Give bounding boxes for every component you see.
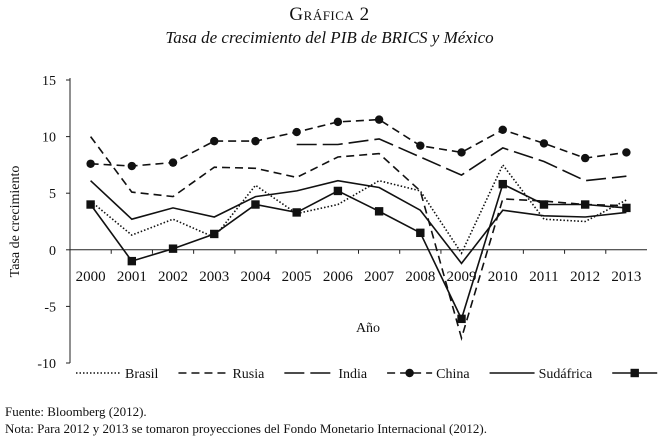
x-tick-label: 2000	[76, 269, 106, 285]
data-point-china	[416, 141, 425, 150]
y-tick-label: -5	[44, 300, 56, 315]
x-tick-label: 2004	[240, 269, 271, 285]
legend-label-china: China	[436, 367, 470, 382]
x-tick-label: 2010	[488, 269, 518, 285]
series-rusia	[89, 136, 627, 341]
data-point-mexico	[86, 200, 95, 209]
x-tick-label: 2013	[611, 269, 641, 285]
y-tick-label: 5	[49, 187, 56, 202]
data-point-mexico	[168, 244, 178, 253]
x-tick-label: 2006	[323, 269, 354, 285]
x-tick-label: 2002	[158, 269, 188, 285]
data-point-china	[498, 125, 507, 135]
legend-label-rusia: Rusia	[232, 367, 265, 382]
series-line-mexico	[89, 182, 627, 322]
chart-subtitle: Tasa de crecimiento del PIB de BRICS y M…	[165, 28, 494, 47]
series-line-china	[90, 118, 627, 167]
legend: Brasil Rusia India China Sudáfrica México	[76, 367, 658, 382]
x-tick-label: 2009	[447, 269, 477, 285]
series-line-brasil	[90, 163, 627, 255]
legend-label-sudafrica: Sudáfrica	[539, 367, 593, 382]
series-line-rusia	[89, 136, 627, 341]
notes: Fuente: Bloomberg (2012). Nota: Para 201…	[5, 403, 487, 437]
data-point-mexico	[498, 179, 507, 189]
series-line-sudafrica	[90, 179, 627, 265]
legend-marker-mexico	[630, 368, 639, 378]
line-chart: 15 10 5 0 -5 -10 2000 2001 2002 2003 2004 2005 2006 2…	[8, 74, 658, 382]
series-sudafrica	[90, 179, 627, 265]
x-axis-title: Año	[356, 321, 380, 336]
x-tick-label: 2008	[405, 269, 435, 285]
data-point-china	[539, 139, 549, 148]
y-tick-label: 15	[42, 74, 56, 89]
data-point-mexico	[416, 228, 425, 238]
footnote: Nota: Para 2012 y 2013 se tomaron proyec…	[5, 421, 487, 436]
data-point-china	[622, 148, 631, 157]
data-point-china	[86, 159, 95, 168]
x-tick-label: 2011	[529, 269, 558, 285]
series-india	[296, 138, 627, 182]
series-layer	[86, 115, 631, 341]
data-point-china	[168, 158, 178, 167]
legend-item-brasil: Brasil	[76, 367, 159, 382]
data-point-china	[292, 127, 301, 137]
data-point-mexico	[622, 203, 631, 213]
y-tick-label: 0	[49, 244, 56, 259]
data-point-mexico	[539, 200, 549, 209]
x-tick-label: 2007	[364, 269, 395, 285]
legend-label-india: India	[338, 367, 368, 382]
data-point-china	[127, 161, 137, 171]
source-note: Fuente: Bloomberg (2012).	[5, 404, 147, 419]
data-point-mexico	[292, 208, 301, 217]
data-point-mexico	[251, 200, 260, 209]
series-china	[86, 115, 631, 171]
legend-item-rusia: Rusia	[178, 367, 265, 382]
chart-title: Gráfica 2	[289, 4, 370, 25]
data-point-mexico	[580, 200, 590, 209]
data-point-china	[580, 153, 590, 163]
data-point-mexico	[210, 229, 219, 239]
data-point-mexico	[333, 186, 343, 196]
series-line-india	[296, 138, 627, 182]
data-point-china	[457, 148, 466, 157]
data-point-mexico	[127, 256, 137, 266]
legend-item-mexico: México	[612, 368, 658, 378]
series-mexico	[86, 179, 631, 324]
data-point-mexico	[374, 207, 384, 216]
x-tick-label: 2012	[570, 269, 600, 285]
data-point-china	[374, 115, 384, 124]
x-tick-label: 2003	[199, 269, 229, 285]
legend-label-brasil: Brasil	[125, 367, 159, 382]
legend-marker-china	[405, 368, 414, 378]
x-tick-label: 2001	[117, 269, 147, 285]
legend-item-sudafrica: Sudáfrica	[489, 367, 593, 382]
data-point-china	[333, 117, 343, 127]
legend-item-china: China	[387, 367, 470, 382]
axes: 15 10 5 0 -5 -10 2000 2001 2002 2003 2004 2005 2006 2…	[8, 74, 647, 372]
y-axis-title: Tasa de crecimiento	[8, 166, 23, 278]
y-tick-label: -10	[37, 357, 56, 372]
legend-item-india: India	[284, 367, 368, 382]
data-point-china	[210, 136, 219, 146]
y-tick-label: 10	[42, 131, 56, 146]
x-tick-label: 2005	[282, 269, 312, 285]
data-point-china	[251, 136, 260, 146]
data-point-mexico	[457, 314, 466, 324]
series-brasil	[90, 163, 627, 255]
